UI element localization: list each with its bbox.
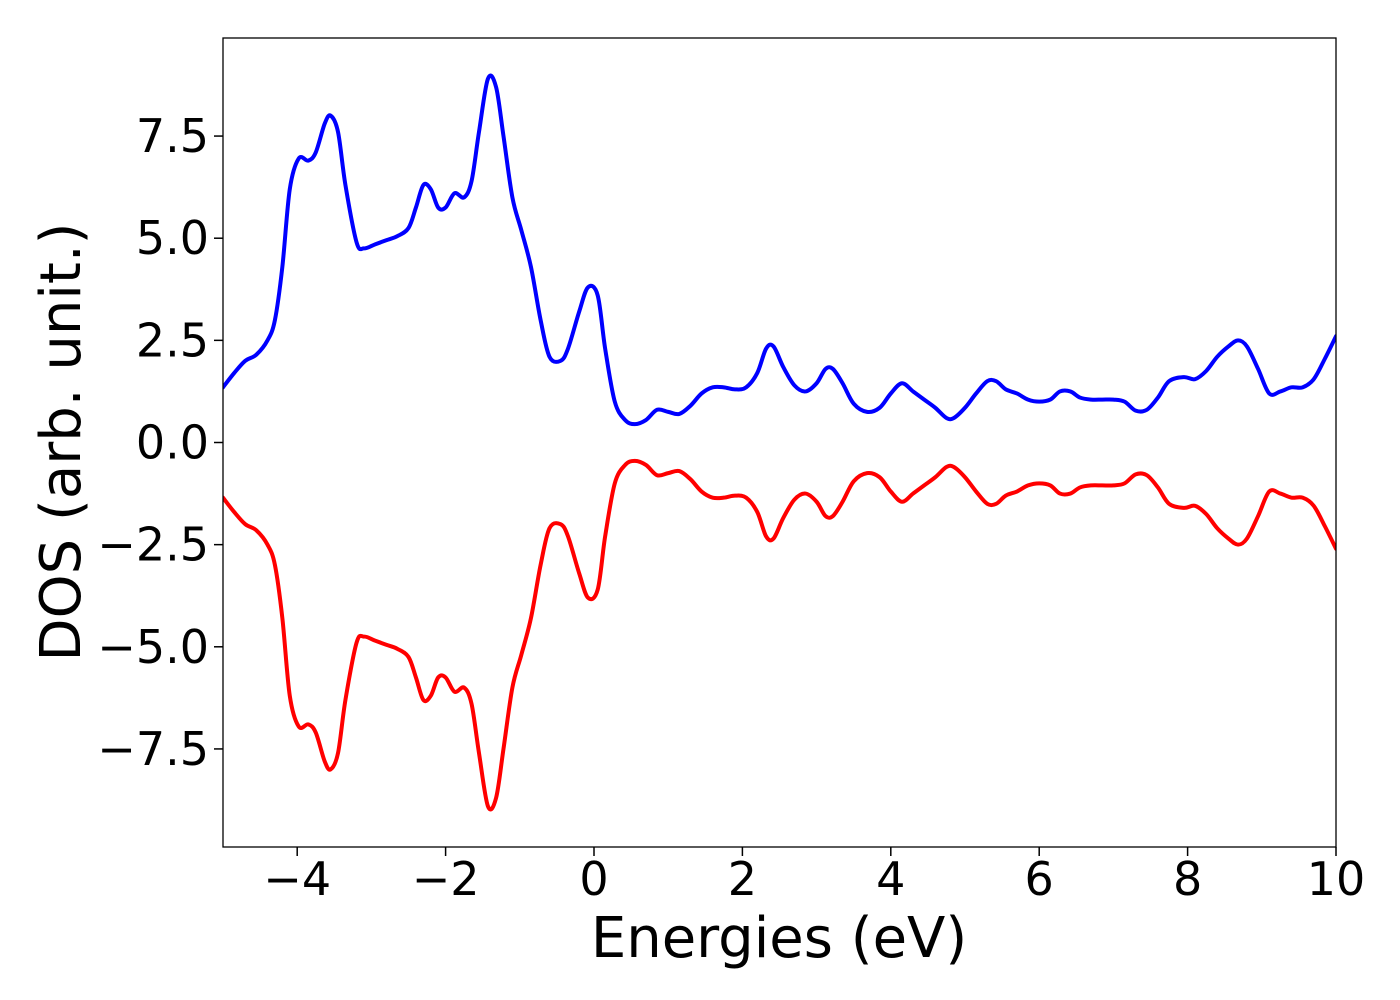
series-line-spin-up <box>223 73 1336 427</box>
y-axis-label: DOS (arb. unit.) <box>29 222 94 661</box>
y-tick-label: 0.0 <box>136 416 209 470</box>
x-tick-label: 10 <box>1307 852 1366 906</box>
x-tick-label: −2 <box>412 852 480 906</box>
y-tick-label: 7.5 <box>136 109 209 163</box>
y-tick-label: −2.5 <box>97 518 209 572</box>
x-tick-label: 8 <box>1173 852 1202 906</box>
y-tick-label: 2.5 <box>136 313 209 367</box>
series-layer <box>223 73 1336 812</box>
x-axis-label: Energies (eV) <box>591 906 967 971</box>
x-tick-label: 6 <box>1025 852 1054 906</box>
y-tick-label: 5.0 <box>136 211 209 265</box>
x-tick-label: 2 <box>728 852 757 906</box>
x-axis: −4 −2 0 2 4 6 8 10 <box>263 847 1365 906</box>
y-tick-label: −5.0 <box>97 620 209 674</box>
y-axis: 7.5 5.0 2.5 0.0 −2.5 −5.0 −7.5 <box>97 109 223 776</box>
y-tick-label: −7.5 <box>97 722 209 776</box>
series-line-spin-down <box>223 458 1336 812</box>
x-tick-label: −4 <box>263 852 331 906</box>
x-tick-label: 0 <box>579 852 608 906</box>
x-tick-label: 4 <box>876 852 905 906</box>
